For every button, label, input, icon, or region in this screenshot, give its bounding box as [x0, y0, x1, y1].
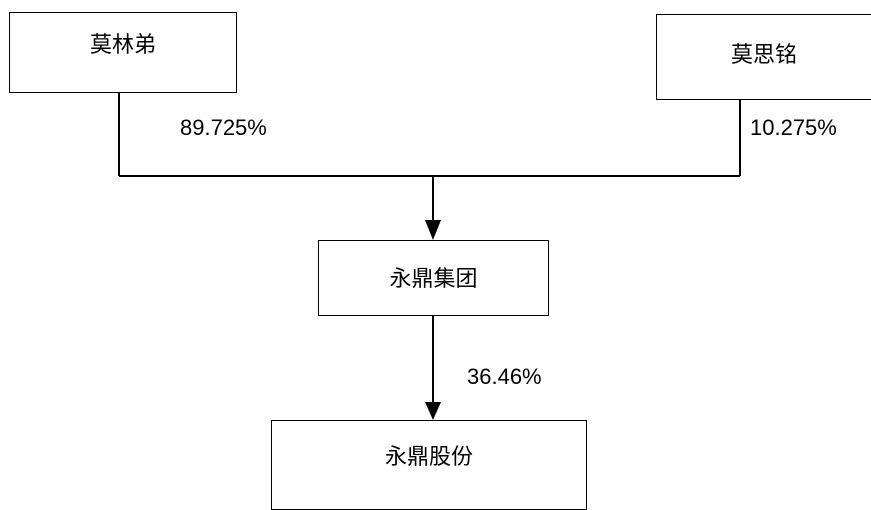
node-molindi: 莫林弟 [9, 12, 237, 93]
share-molindi-label: 89.725% [180, 115, 267, 140]
node-yongding-company-label: 永鼎股份 [384, 445, 473, 470]
arrowhead-to-company [425, 402, 441, 420]
node-mosiming: 莫思铭 [656, 14, 871, 100]
arrowhead-to-group [425, 220, 441, 240]
share-group-label: 36.46% [467, 364, 542, 389]
share-mosiming-label: 10.275% [750, 115, 837, 140]
node-yongding-group: 永鼎集团 [318, 240, 549, 316]
node-mosiming-label: 莫思铭 [730, 43, 797, 68]
node-molindi-label: 莫林弟 [89, 33, 156, 58]
node-yongding-group-label: 永鼎集团 [389, 267, 478, 292]
node-yongding-company: 永鼎股份 [271, 420, 587, 510]
